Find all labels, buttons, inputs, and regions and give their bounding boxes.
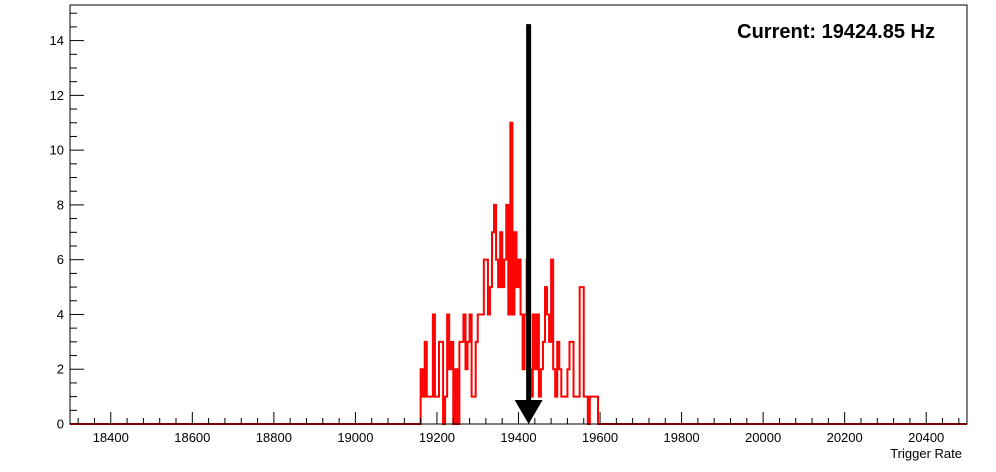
plot-frame — [69, 4, 968, 425]
y-tick-label: 2 — [57, 362, 64, 377]
x-tick-label: 19800 — [664, 430, 700, 445]
current-rate-arrow-head — [514, 400, 543, 424]
y-tick-label: 0 — [57, 417, 64, 432]
y-tick-label: 10 — [50, 143, 64, 158]
x-tick-label: 18600 — [174, 430, 210, 445]
histogram-layer — [70, 121, 967, 425]
y-tick-label: 4 — [57, 307, 64, 322]
y-tick-label: 6 — [57, 252, 64, 267]
x-tick-label: 19400 — [500, 430, 536, 445]
x-tick-label: 19000 — [337, 430, 373, 445]
x-tick-label: 19200 — [419, 430, 455, 445]
x-tick-label: 18400 — [93, 430, 129, 445]
axis-layer: 18400 18600 18800 19000 19200 19400 19600 19800… — [50, 12, 960, 445]
x-tick-label: 20000 — [745, 430, 781, 445]
y-tick-label: 8 — [57, 197, 64, 212]
histogram-step-line — [70, 121, 967, 425]
x-axis-title: Trigger Rate — [890, 446, 962, 461]
x-tick-label: 20200 — [827, 430, 863, 445]
y-tick-label: 14 — [50, 33, 64, 48]
marker-layer — [514, 24, 543, 424]
current-rate-annotation: Current: 19424.85 Hz — [737, 21, 935, 43]
y-tick-label: 12 — [50, 88, 64, 103]
x-tick-label: 19600 — [582, 430, 618, 445]
x-tick-label: 18800 — [256, 430, 292, 445]
x-tick-label: 20400 — [908, 430, 944, 445]
